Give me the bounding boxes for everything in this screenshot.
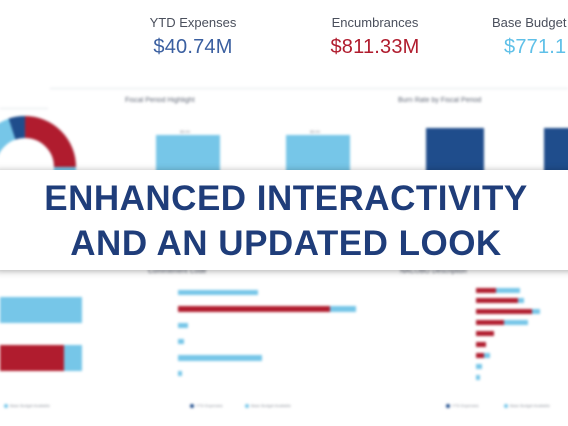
legend: YTD Expenses <box>190 403 223 408</box>
kpi-label: Encumbrances <box>331 15 419 30</box>
nacubo-bar <box>496 288 520 293</box>
left-bar <box>0 345 64 371</box>
fiscal-highlight-title: Fiscal Period Highlight <box>125 97 195 104</box>
burn-rate-bar <box>544 128 568 175</box>
kpi-label: Base Budget A <box>492 15 568 30</box>
nacubo-bar <box>476 342 486 347</box>
nacubo-bar <box>476 309 532 314</box>
headline-line-2: AND AN UPDATED LOOK <box>70 224 502 263</box>
commitment-bar <box>178 306 330 312</box>
commitment-bar <box>178 323 188 328</box>
commitment-title: Commitment Code <box>148 268 207 275</box>
legend: YTD Expenses <box>446 403 479 408</box>
nacubo-bar <box>504 320 528 325</box>
panel-divider <box>0 108 48 109</box>
headline-line-1: ENHANCED INTERACTIVITY <box>44 179 528 218</box>
nacubo-bar <box>518 298 524 303</box>
bar-value-label: $5.00 <box>180 129 191 134</box>
legend: Base Budget Available <box>504 403 550 408</box>
bar-value-label: $5.00 <box>310 129 321 134</box>
kpi-value: $771.1 <box>504 36 567 58</box>
kpi-ytd-expenses: YTD Expenses $40.74M <box>128 0 258 80</box>
legend: Base Budget Available <box>4 403 50 408</box>
kpi-value: $811.33M <box>330 36 420 58</box>
nacubo-bar <box>476 353 484 358</box>
nacubo-bar <box>476 331 494 336</box>
commitment-bar <box>178 290 258 295</box>
commitment-bar <box>330 306 356 312</box>
highlight-bar <box>156 135 220 175</box>
nacubo-bar <box>476 288 496 293</box>
nacubo-bar <box>476 364 482 369</box>
left-bar <box>0 297 82 323</box>
nacubo-bar <box>484 353 490 358</box>
nacubo-title: NACUBO Description <box>400 268 467 275</box>
commitment-bar <box>178 355 262 361</box>
burn-rate-bar <box>426 128 484 175</box>
highlight-bar <box>286 135 350 175</box>
left-bar <box>64 345 82 371</box>
nacubo-bar <box>476 375 480 380</box>
headline-banner: ENHANCED INTERACTIVITY AND AN UPDATED LO… <box>0 170 568 270</box>
kpi-value: $40.74M <box>153 36 233 58</box>
nacubo-bar <box>532 309 540 314</box>
kpi-divider <box>50 88 568 89</box>
kpi-base-budget: Base Budget A $771.1 <box>486 0 568 80</box>
nacubo-bar <box>476 298 518 303</box>
nacubo-bar <box>476 320 504 325</box>
kpi-encumbrances: Encumbrances $811.33M <box>310 0 440 80</box>
kpi-label: YTD Expenses <box>149 15 237 30</box>
commitment-bar <box>178 339 184 344</box>
commitment-bar <box>178 371 182 376</box>
legend: Base Budget Available <box>245 403 291 408</box>
burn-rate-title: Burn Rate by Fiscal Period <box>398 97 482 104</box>
